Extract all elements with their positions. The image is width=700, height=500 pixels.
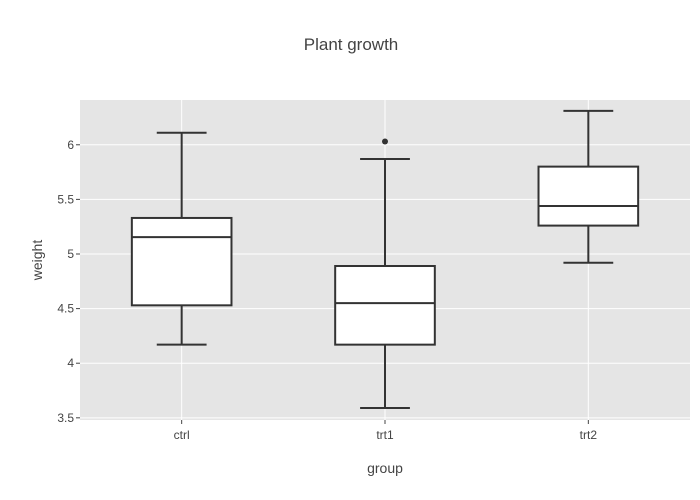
x-tick-label-ctrl: ctrl	[174, 428, 190, 442]
outlier-point	[382, 138, 388, 145]
x-axis: ctrl trt1 trt2	[174, 420, 598, 442]
chart-title: Plant growth	[304, 35, 399, 54]
y-tick-label: 4	[67, 356, 74, 370]
x-tick-label-trt2: trt2	[580, 428, 598, 442]
box-iqr	[537, 165, 640, 227]
y-tick-label: 4.5	[57, 302, 74, 316]
box-iqr	[130, 216, 233, 307]
y-axis-title: weight	[29, 240, 45, 282]
box-ctrl	[130, 131, 233, 346]
y-axis: 3.5 4 4.5 5 5.5 6	[57, 138, 80, 425]
y-tick-label: 3.5	[57, 411, 74, 425]
x-tick-label-trt1: trt1	[376, 428, 394, 442]
y-tick-label: 5	[67, 247, 74, 261]
box-trt1	[334, 138, 436, 409]
box-trt2	[537, 109, 640, 264]
y-tick-label: 6	[67, 138, 74, 152]
y-tick-label: 5.5	[57, 192, 74, 206]
box-iqr	[334, 265, 436, 346]
boxes	[130, 109, 640, 409]
x-axis-title: group	[367, 460, 403, 476]
